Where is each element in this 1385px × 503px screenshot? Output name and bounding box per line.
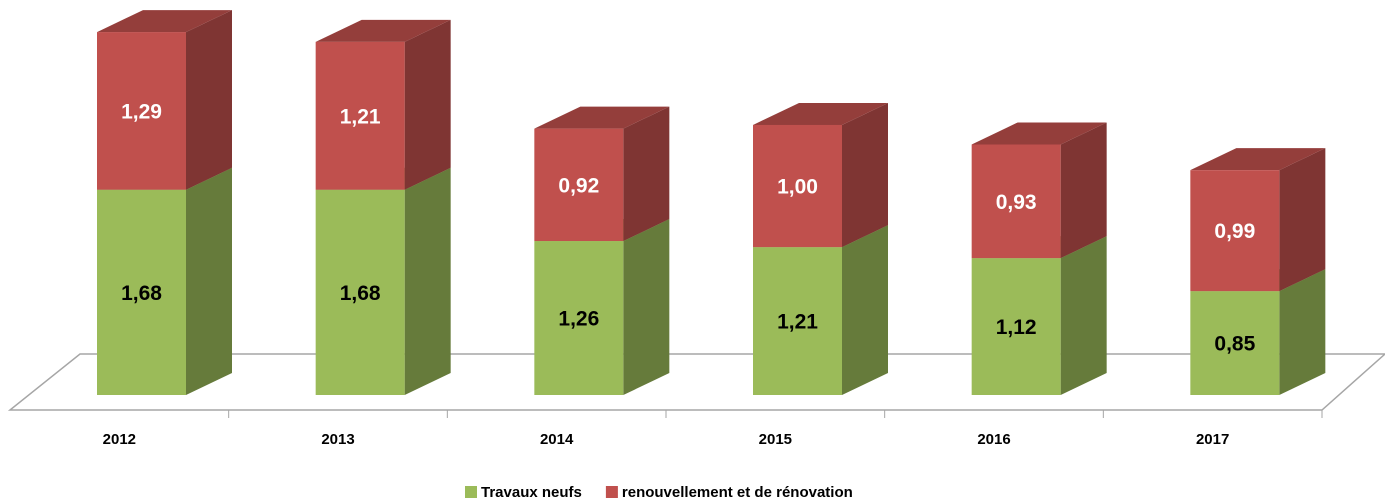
- x-tick-label: 2015: [759, 431, 792, 448]
- legend-label: Travaux neufs: [481, 484, 582, 501]
- data-label: 1,21: [340, 105, 381, 128]
- bar-top: [97, 10, 232, 33]
- data-label: 1,68: [121, 282, 162, 305]
- x-tick-label: 2016: [977, 431, 1010, 448]
- bar: [1190, 291, 1280, 395]
- bar: [971, 258, 1061, 395]
- data-label: 1,12: [996, 316, 1037, 339]
- data-label: 1,00: [777, 176, 818, 199]
- bar-side: [1060, 236, 1107, 395]
- data-label: 0,93: [996, 191, 1037, 214]
- bar: [753, 247, 842, 395]
- bar-side: [1279, 148, 1326, 292]
- bar-side: [186, 10, 232, 190]
- data-label: 1,68: [340, 282, 381, 305]
- bar-side: [842, 102, 888, 248]
- bar: [971, 144, 1061, 259]
- x-tick-label: 2013: [321, 431, 354, 448]
- bar-side: [623, 106, 670, 242]
- bar: [1190, 170, 1280, 292]
- x-tick-label: 2012: [103, 431, 136, 448]
- x-tick-label: 2017: [1196, 431, 1229, 448]
- x-tick-label: 2014: [540, 431, 574, 448]
- bar: [315, 41, 405, 190]
- bar-side: [186, 167, 232, 395]
- bar-top: [753, 102, 888, 125]
- bar-top: [971, 122, 1107, 145]
- bar: [315, 189, 405, 395]
- bar: [97, 32, 186, 190]
- bar-top: [534, 106, 670, 129]
- bar: [534, 241, 624, 395]
- bar-side: [623, 219, 670, 395]
- bar-top: [315, 19, 451, 42]
- bar-side: [1279, 269, 1326, 395]
- legend-label: renouvellement et de rénovation: [622, 484, 853, 501]
- bar: [753, 124, 842, 248]
- bar: [97, 189, 186, 395]
- data-label: 1,29: [121, 100, 162, 123]
- data-label: 1,26: [558, 308, 599, 331]
- data-label: 0,99: [1214, 220, 1255, 243]
- data-label: 1,21: [777, 311, 818, 334]
- bar-side: [1060, 122, 1107, 259]
- data-label: 0,92: [558, 174, 599, 197]
- bar-top: [1190, 148, 1326, 171]
- bar-side: [842, 225, 888, 395]
- bar-side: [404, 19, 451, 190]
- bar-side: [404, 167, 451, 395]
- legend-swatch: [605, 486, 618, 498]
- legend-swatch: [465, 486, 477, 498]
- bar: [534, 128, 624, 242]
- data-label: 0,85: [1214, 333, 1255, 356]
